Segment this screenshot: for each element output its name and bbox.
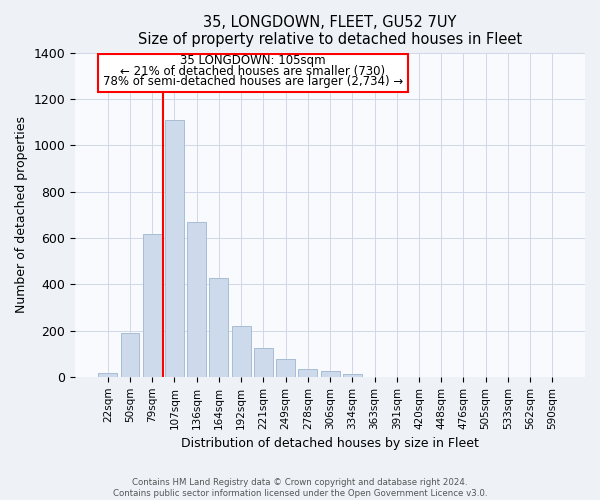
Text: ← 21% of detached houses are smaller (730): ← 21% of detached houses are smaller (73… [120,65,385,78]
Bar [276,360,295,377]
Y-axis label: Number of detached properties: Number of detached properties [15,116,28,314]
Bar [320,371,340,377]
Bar [232,326,251,377]
Bar [209,278,229,377]
Text: 78% of semi-detached houses are larger (2,734) →: 78% of semi-detached houses are larger (… [103,75,403,88]
Bar [143,234,161,377]
Text: 35 LONGDOWN: 105sqm: 35 LONGDOWN: 105sqm [180,54,326,68]
Bar [98,374,117,377]
Bar [298,370,317,377]
Bar [98,54,408,92]
Bar [343,374,362,377]
X-axis label: Distribution of detached houses by size in Fleet: Distribution of detached houses by size … [181,437,479,450]
Bar [121,333,139,377]
Title: 35, LONGDOWN, FLEET, GU52 7UY
Size of property relative to detached houses in Fl: 35, LONGDOWN, FLEET, GU52 7UY Size of pr… [138,15,522,48]
Bar [187,222,206,377]
Bar [254,348,273,377]
Text: Contains HM Land Registry data © Crown copyright and database right 2024.
Contai: Contains HM Land Registry data © Crown c… [113,478,487,498]
Bar [165,120,184,377]
